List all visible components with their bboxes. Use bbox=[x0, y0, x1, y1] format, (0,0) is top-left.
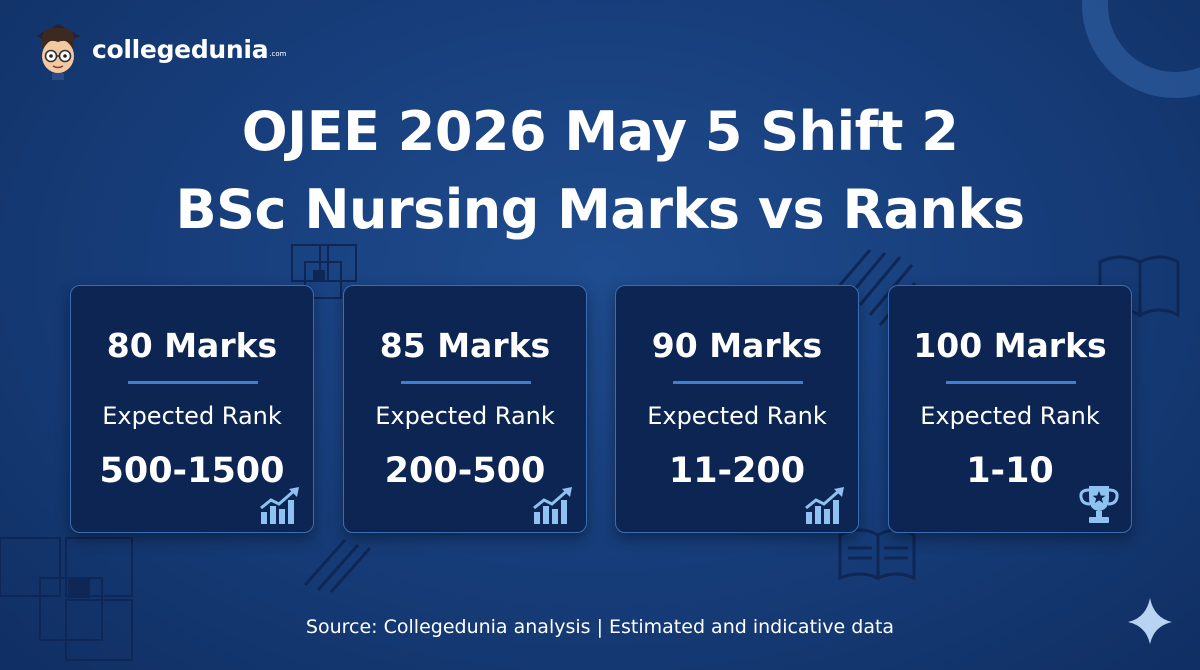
card-rank: 11-200 bbox=[668, 451, 806, 491]
trophy-icon bbox=[1079, 486, 1119, 523]
rank-card-90: 90 Marks Expected Rank 11-200 bbox=[615, 285, 859, 533]
card-marks: 80 Marks bbox=[106, 326, 278, 365]
card-divider bbox=[401, 381, 531, 384]
card-marks: 90 Marks bbox=[651, 326, 823, 365]
card-divider bbox=[946, 381, 1076, 384]
rank-card-80: 80 Marks Expected Rank 500-1500 bbox=[70, 285, 314, 533]
bar-chart-up-icon bbox=[805, 487, 844, 524]
bar-chart-up-icon bbox=[260, 487, 299, 524]
card-label: Expected Rank bbox=[920, 402, 1100, 430]
card-marks: 100 Marks bbox=[913, 326, 1107, 365]
brand-logo[interactable]: collegedunia .com bbox=[30, 18, 286, 80]
card-label: Expected Rank bbox=[647, 402, 827, 430]
card-marks: 85 Marks bbox=[379, 326, 551, 365]
logo-text: collegedunia bbox=[92, 34, 269, 64]
card-label: Expected Rank bbox=[375, 402, 555, 430]
card-rank: 200-500 bbox=[384, 451, 546, 491]
bar-chart-up-icon bbox=[533, 487, 572, 524]
mascot-avatar-icon bbox=[36, 24, 80, 80]
card-divider bbox=[673, 381, 803, 384]
page-title-line-1: OJEE 2026 May 5 Shift 2 bbox=[241, 100, 959, 163]
logo-tm: .com bbox=[269, 50, 287, 58]
card-label: Expected Rank bbox=[102, 402, 282, 430]
page-title-line-2: BSc Nursing Marks vs Ranks bbox=[175, 178, 1026, 241]
card-rank: 1-10 bbox=[966, 451, 1054, 491]
card-divider bbox=[128, 381, 258, 384]
card-rank: 500-1500 bbox=[99, 451, 285, 491]
rank-card-85: 85 Marks Expected Rank 200-500 bbox=[343, 285, 587, 533]
source-note: Source: Collegedunia analysis | Estimate… bbox=[305, 616, 895, 638]
rank-card-100: 100 Marks Expected Rank 1-10 bbox=[888, 285, 1132, 533]
